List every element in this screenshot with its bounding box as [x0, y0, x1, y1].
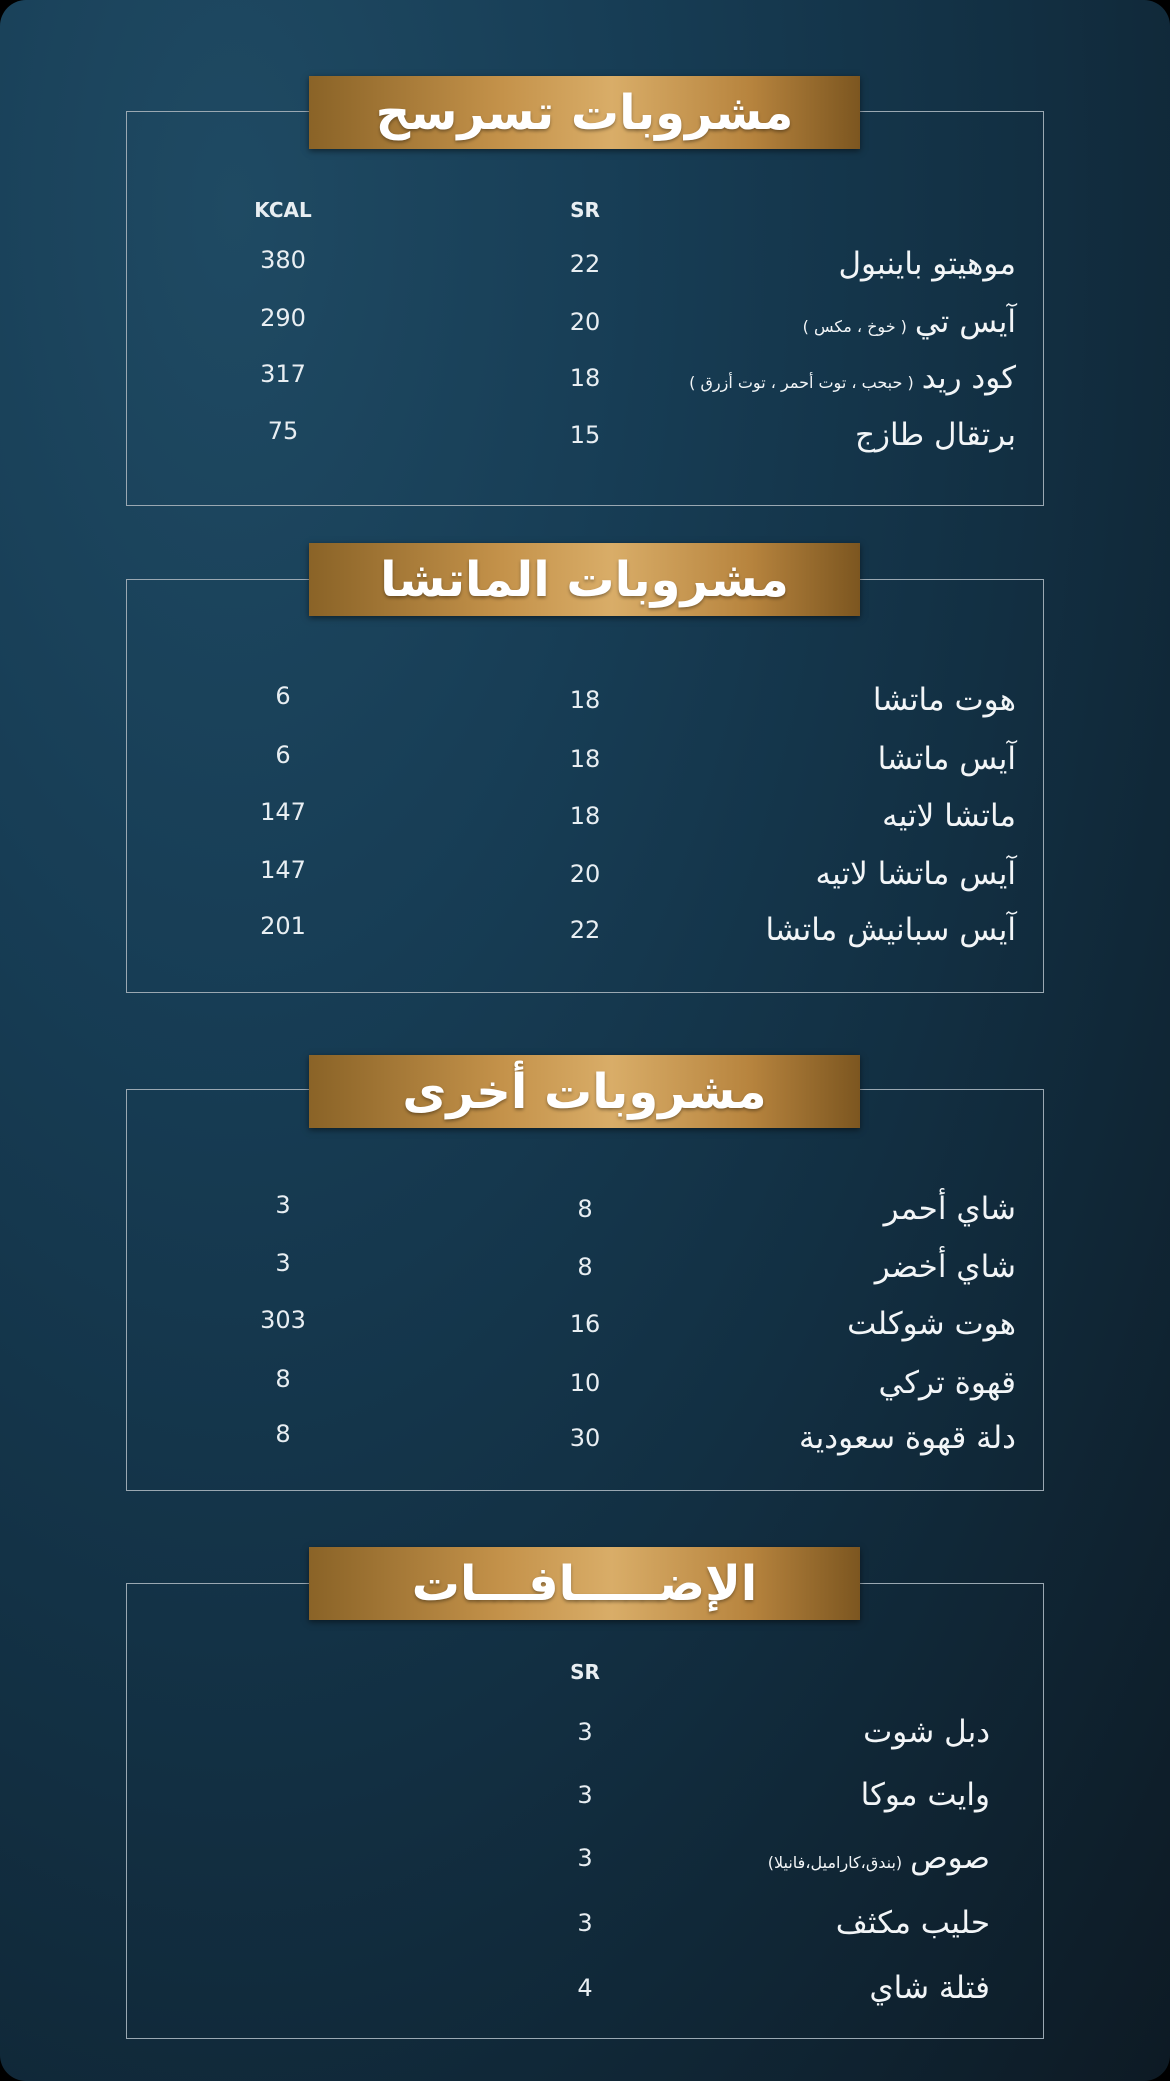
item-price: 20: [569, 308, 601, 336]
item-kcal: 147: [260, 798, 306, 826]
item-kcal: 3: [275, 1249, 291, 1277]
section-banner: مشروبات أخرى: [309, 1055, 860, 1128]
item-price: 10: [569, 1369, 601, 1397]
item-kcal: 6: [275, 682, 291, 710]
item-price: 16: [569, 1310, 601, 1338]
menu-item-name: كود ريد ( حبحب ، توت أحمر ، توت أزرق ): [689, 360, 1016, 396]
item-name: فتلة شاي: [869, 1970, 990, 2006]
item-price: 22: [569, 916, 601, 944]
item-name: ماتشا لاتيه: [882, 798, 1016, 834]
item-price: 22: [569, 250, 601, 278]
section-banner: مشروبات تسرسح: [309, 76, 860, 149]
item-price: 18: [569, 686, 601, 714]
item-name: آيس سبانيش ماتشا: [765, 912, 1016, 948]
item-name: موهيتو باينبول: [838, 246, 1017, 282]
item-kcal: 380: [260, 246, 306, 274]
item-price: 18: [569, 364, 601, 392]
item-price: 8: [577, 1195, 593, 1223]
menu-item-name: برتقال طازج: [855, 417, 1016, 453]
item-name: حليب مكثف: [835, 1905, 990, 1941]
kcal-header: KCAL: [254, 198, 312, 222]
item-kcal: 201: [260, 912, 306, 940]
section-title: الإضـــــافـــات: [411, 1555, 758, 1612]
item-note: ( حبحب ، توت أحمر ، توت أزرق ): [689, 373, 914, 392]
menu-item-name: ماتشا لاتيه: [882, 798, 1016, 834]
menu-item-name: دلة قهوة سعودية: [799, 1420, 1016, 1456]
menu-item-name: آيس سبانيش ماتشا: [765, 912, 1016, 948]
menu-item-name: وايت موكا: [861, 1777, 990, 1813]
menu-item-name: آيس تي ( خوخ ، مكس ): [803, 304, 1016, 340]
item-kcal: 290: [260, 304, 306, 332]
item-note: ( خوخ ، مكس ): [802, 317, 907, 336]
item-name: وايت موكا: [860, 1777, 990, 1813]
sr-header: SR: [570, 198, 600, 222]
item-price: 30: [569, 1424, 601, 1452]
section-banner: الإضـــــافـــات: [309, 1547, 860, 1620]
item-note: (بندق،كاراميل،فانيلا): [767, 1853, 903, 1872]
item-kcal: 75: [267, 417, 299, 445]
item-kcal: 8: [275, 1420, 291, 1448]
item-kcal: 8: [275, 1365, 291, 1393]
menu-item-name: شاي أخضر: [875, 1249, 1016, 1285]
item-kcal: 147: [260, 856, 306, 884]
sr-header: SR: [570, 1660, 600, 1684]
item-name: دلة قهوة سعودية: [799, 1420, 1016, 1456]
menu-item-name: آيس ماتشا لاتيه: [815, 856, 1016, 892]
menu-item-name: موهيتو باينبول: [839, 246, 1017, 282]
item-price: 4: [577, 1974, 593, 2002]
item-price: 3: [577, 1909, 593, 1937]
item-price: 3: [577, 1844, 593, 1872]
item-name: صوص: [910, 1840, 990, 1876]
item-kcal: 303: [260, 1306, 306, 1334]
item-name: آيس ماتشا لاتيه: [815, 856, 1016, 892]
item-price: 20: [569, 860, 601, 888]
item-kcal: 3: [275, 1191, 291, 1219]
item-price: 15: [569, 421, 601, 449]
menu-item-name: هوت شوكلت: [847, 1306, 1016, 1342]
item-price: 8: [577, 1253, 593, 1281]
item-price: 18: [569, 745, 601, 773]
item-price: 3: [577, 1718, 593, 1746]
item-name: آيس ماتشا: [877, 741, 1016, 777]
item-kcal: 6: [275, 741, 291, 769]
menu-item-name: آيس ماتشا: [878, 741, 1016, 777]
item-name: كود ريد: [921, 360, 1016, 396]
item-name: هوت شوكلت: [847, 1306, 1016, 1342]
section-title: مشروبات الماتشا: [380, 551, 789, 608]
menu-item-name: فتلة شاي: [869, 1970, 990, 2006]
item-name: دبل شوت: [863, 1714, 990, 1750]
item-name: هوت ماتشا: [872, 682, 1016, 718]
item-price: 18: [569, 802, 601, 830]
item-name: شاي أخضر: [874, 1249, 1016, 1285]
menu-item-name: صوص (بندق،كاراميل،فانيلا): [768, 1840, 990, 1876]
section-banner: مشروبات الماتشا: [309, 543, 860, 616]
section-title: مشروبات تسرسح: [375, 84, 794, 141]
item-kcal: 317: [260, 360, 306, 388]
menu-item-name: دبل شوت: [863, 1714, 990, 1750]
menu-item-name: شاي أحمر: [884, 1191, 1016, 1227]
item-name: قهوة تركي: [878, 1365, 1016, 1401]
item-price: 3: [577, 1781, 593, 1809]
section-title: مشروبات أخرى: [402, 1063, 767, 1120]
menu-item-name: هوت ماتشا: [873, 682, 1016, 718]
item-name: شاي أحمر: [883, 1191, 1016, 1227]
item-name: برتقال طازج: [855, 417, 1016, 453]
item-name: آيس تي: [914, 304, 1016, 340]
menu-item-name: قهوة تركي: [878, 1365, 1016, 1401]
menu-item-name: حليب مكثف: [836, 1905, 990, 1941]
